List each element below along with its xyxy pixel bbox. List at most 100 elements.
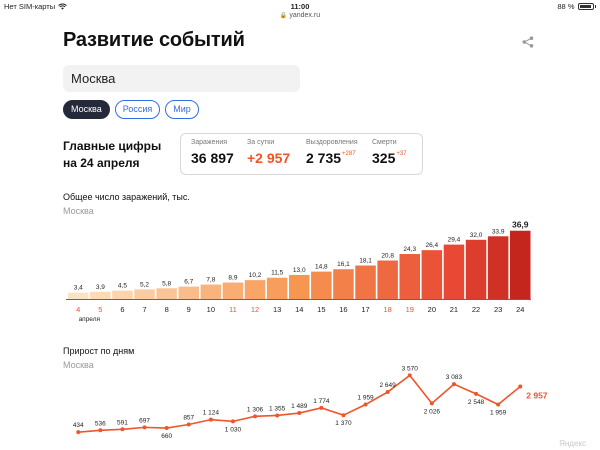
line-point[interactable] [186, 422, 191, 427]
bar[interactable] [112, 290, 133, 299]
line-point[interactable] [253, 414, 258, 419]
line-value-label: 3 570 [402, 365, 419, 372]
bar[interactable] [200, 284, 222, 299]
line-point[interactable] [518, 384, 523, 389]
x-tick-label: 9 [187, 305, 191, 314]
bar[interactable] [178, 286, 200, 299]
bar[interactable] [443, 244, 465, 299]
line-point[interactable] [319, 405, 324, 410]
line-point[interactable] [474, 391, 479, 396]
url-text: yandex.ru [289, 12, 321, 19]
x-tick-label: 22 [472, 305, 480, 314]
bar-value-label: 26,4 [426, 242, 439, 249]
bar[interactable] [377, 260, 398, 299]
line-value-label: 3 083 [446, 374, 463, 381]
x-tick-label: 19 [406, 305, 414, 314]
line-value-label: 1 124 [203, 410, 220, 417]
bar[interactable] [134, 289, 155, 299]
line-chart-title: Прирост по дням [63, 346, 135, 356]
line-point[interactable] [208, 417, 213, 422]
line-point[interactable] [496, 402, 501, 407]
bar[interactable] [311, 271, 332, 299]
bar-value-label: 3,4 [74, 285, 83, 292]
bar-value-label: 36,9 [512, 220, 529, 230]
bar[interactable] [68, 292, 89, 299]
bar[interactable] [156, 288, 177, 299]
stats-card: Заражения 36 897 За сутки +2 957 Выздоро… [180, 133, 423, 175]
carrier-label: Нет SIM-карты [4, 2, 56, 11]
line-value-label: 1 774 [313, 398, 330, 405]
bar[interactable] [244, 280, 266, 299]
line-point[interactable] [275, 413, 280, 418]
stat-infections: Заражения 36 897 [191, 139, 234, 166]
line-point[interactable] [120, 427, 125, 432]
lock-icon: 🔒 [279, 13, 288, 19]
bar-value-label: 5,8 [162, 280, 171, 287]
stat-value: +2 957 [247, 150, 291, 166]
bar-value-label: 3,9 [96, 284, 105, 291]
page-title: Развитие событий [63, 29, 245, 51]
line-point[interactable] [363, 402, 368, 407]
x-tick-label: 17 [361, 305, 369, 314]
chip-world[interactable]: Мир [165, 100, 199, 119]
bar[interactable] [266, 277, 288, 299]
bar-chart-title: Общее число заражений, тыс. [63, 192, 190, 202]
line-value-label: 1 030 [225, 426, 242, 433]
bar-value-label: 4,5 [118, 283, 127, 290]
bar-value-label: 18,1 [359, 258, 372, 265]
bar[interactable] [222, 282, 244, 299]
x-tick-label: 6 [120, 305, 124, 314]
bar[interactable] [421, 250, 443, 299]
stat-delta: +37 [396, 151, 407, 157]
line-point[interactable] [98, 428, 103, 433]
url-bar[interactable]: 🔒 yandex.ru [0, 12, 600, 22]
line-value-label: 1 306 [247, 406, 264, 413]
stat-label: Заражения [191, 139, 228, 146]
bar[interactable] [465, 239, 487, 299]
line-value-label: 857 [183, 414, 194, 421]
bar[interactable] [289, 274, 310, 299]
line-point[interactable] [230, 419, 235, 424]
bar[interactable] [333, 269, 354, 299]
line-value-label: 2 026 [424, 408, 441, 415]
stat-label: Смерти [372, 139, 397, 146]
bar[interactable] [355, 265, 376, 299]
line-point[interactable] [341, 413, 346, 418]
line-point[interactable] [142, 425, 147, 430]
chip-moscow[interactable]: Москва [63, 100, 110, 119]
bar-value-label: 33,9 [492, 228, 505, 235]
stat-label: За сутки [247, 139, 275, 146]
bar[interactable] [90, 291, 111, 299]
x-tick-label: 7 [142, 305, 146, 314]
chip-russia[interactable]: Россия [114, 100, 161, 119]
line-value-label: 2 649 [380, 382, 397, 389]
bar[interactable] [487, 236, 509, 299]
line-point[interactable] [407, 373, 412, 378]
line-point[interactable] [429, 401, 434, 406]
x-tick-label: 20 [428, 305, 436, 314]
line-point[interactable] [164, 426, 169, 431]
bar[interactable] [510, 230, 531, 299]
line-value-label: 1 489 [291, 403, 308, 410]
x-tick-label: 12 [251, 305, 259, 314]
line-point[interactable] [451, 382, 456, 387]
x-tick-label: 24 [516, 305, 524, 314]
line-value-label: 1 370 [335, 420, 352, 427]
region-search-input[interactable]: Москва [63, 65, 300, 92]
share-icon[interactable] [522, 36, 534, 48]
x-tick-label: 4 [76, 305, 80, 314]
month-label: апреля [79, 316, 101, 323]
bar-value-label: 11,5 [271, 270, 284, 277]
bar[interactable] [399, 254, 421, 299]
bar-value-label: 7,8 [206, 277, 215, 284]
line-point[interactable] [297, 411, 302, 416]
line-point[interactable] [385, 390, 390, 395]
x-tick-label: 10 [207, 305, 215, 314]
stat-recovered: Выздоровления 2 735+287 [306, 139, 358, 166]
line-value-label: 536 [95, 420, 106, 427]
bar-value-label: 32,0 [470, 232, 483, 239]
region-tabs: Москва Россия Мир [63, 100, 199, 119]
stat-daily: За сутки +2 957 [247, 139, 290, 166]
bar-value-label: 13,0 [293, 267, 306, 274]
line-point[interactable] [76, 430, 81, 435]
